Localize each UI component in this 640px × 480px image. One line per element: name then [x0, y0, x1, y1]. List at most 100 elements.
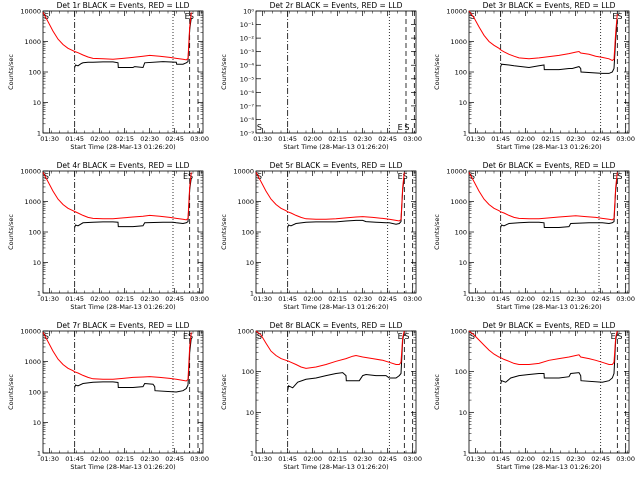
x-tick-label: 02:45 [591, 455, 610, 463]
x-tick-label: 02:45 [165, 455, 184, 463]
detector-panel: Det 1r BLACK = Events, RED = LLD 1 10 100 10… [7, 1, 209, 151]
x-tick-label: 01:30 [253, 455, 272, 463]
y-tick-label: 1000 [450, 198, 467, 206]
y-axis-label: Counts/sec [433, 374, 441, 410]
x-tick-label: 02:30 [353, 455, 372, 463]
x-tick-label: 02:45 [378, 295, 397, 303]
x-tick-label: 02:30 [566, 455, 585, 463]
x-tick-label: 02:30 [566, 135, 585, 143]
eclipse-marker: E [398, 332, 403, 341]
x-tick-label: 01:45 [278, 455, 297, 463]
detector-panel: Det 6r BLACK = Events, RED = LLD 1 10 100 10… [433, 161, 635, 311]
y-tick-label: 1000 [450, 38, 467, 46]
y-tick-label: 10 [459, 99, 467, 107]
eclipse-marker: S [470, 172, 475, 181]
y-tick-label: 10000 [446, 168, 467, 176]
y-tick-label: 10000 [20, 168, 41, 176]
panel-title: Det 8r BLACK = Events, RED = LLD [270, 321, 403, 330]
eclipse-marker: E [185, 12, 190, 21]
y-tick-label: 10⁰ [243, 8, 254, 16]
x-tick-label: 02:15 [541, 295, 560, 303]
x-tick-label: 02:15 [541, 135, 560, 143]
series-line-events [287, 330, 405, 391]
x-axis-label: Start Time (28-Mar-13 01:26:20) [496, 143, 601, 151]
x-tick-label: 01:30 [466, 295, 485, 303]
x-tick-label: 03:00 [616, 455, 635, 463]
x-tick-label: 01:30 [253, 135, 272, 143]
panel-title: Det 2r BLACK = Events, RED = LLD [270, 1, 403, 10]
eclipse-marker: S [403, 172, 408, 181]
x-tick-label: 03:00 [190, 455, 209, 463]
series-line-lld [468, 330, 618, 365]
x-tick-label: 03:00 [403, 135, 422, 143]
series-line-lld [42, 12, 192, 61]
x-tick-label: 02:00 [516, 135, 535, 143]
x-tick-label: 01:45 [491, 295, 510, 303]
eclipse-marker: E [398, 123, 403, 132]
x-tick-label: 01:45 [65, 135, 84, 143]
y-tick-label: 100 [29, 69, 41, 77]
y-axis-label: Counts/sec [433, 54, 441, 90]
series-line-lld [42, 172, 192, 221]
y-axis-label: Counts/sec [433, 214, 441, 250]
eclipse-marker: E [612, 172, 617, 181]
eclipse-marker: E [183, 172, 188, 181]
x-tick-label: 01:45 [278, 295, 297, 303]
series-line-lld [468, 10, 618, 61]
y-tick-label: 10⁻⁸ [240, 116, 255, 124]
panel-title: Det 5r BLACK = Events, RED = LLD [270, 161, 403, 170]
eclipse-marker: S [617, 332, 622, 341]
x-tick-label: 02:45 [378, 455, 397, 463]
x-tick-label: 01:30 [466, 135, 485, 143]
y-axis-label: Counts/sec [7, 54, 15, 90]
y-axis-label: Counts/sec [220, 54, 228, 90]
x-tick-label: 02:15 [115, 135, 134, 143]
eclipse-marker: S [44, 332, 49, 341]
y-tick-label: 1000 [237, 198, 254, 206]
x-tick-label: 02:00 [90, 135, 109, 143]
y-tick-label: 10⁻¹ [240, 21, 255, 29]
x-tick-label: 03:00 [616, 295, 635, 303]
x-tick-label: 02:00 [90, 455, 109, 463]
x-tick-label: 03:00 [190, 295, 209, 303]
detector-panel: Det 9r BLACK = Events, RED = LLD 1 10 100 10… [433, 321, 635, 471]
plot-frame [468, 170, 630, 294]
y-tick-label: 10 [459, 409, 467, 417]
series-line-lld [468, 172, 618, 221]
eclipse-marker: S [257, 123, 262, 132]
y-tick-label: 10000 [20, 328, 41, 336]
eclipse-marker: S [404, 123, 409, 132]
x-tick-label: 02:45 [591, 135, 610, 143]
y-tick-label: 100 [455, 69, 467, 77]
y-tick-label: 10 [33, 419, 41, 427]
y-axis-label: Counts/sec [7, 214, 15, 250]
x-tick-label: 02:45 [378, 135, 397, 143]
plot-frame [42, 330, 204, 454]
eclipse-marker: E [398, 172, 403, 181]
series-line-events [74, 17, 192, 69]
x-tick-label: 01:45 [65, 295, 84, 303]
y-tick-label: 10 [246, 259, 254, 267]
x-tick-label: 02:30 [140, 135, 159, 143]
x-tick-label: 01:30 [40, 455, 59, 463]
x-tick-label: 01:30 [466, 455, 485, 463]
y-axis-label: Counts/sec [7, 374, 15, 410]
y-tick-label: 1 [250, 290, 254, 298]
series-line-lld [255, 172, 405, 222]
y-tick-label: 1 [463, 450, 467, 458]
detector-panel: Det 3r BLACK = Events, RED = LLD 1 10 100 10… [433, 1, 635, 151]
series-line-events [74, 177, 192, 228]
x-tick-label: 01:45 [491, 455, 510, 463]
series-line-events [500, 330, 618, 385]
y-tick-label: 10⁻⁵ [240, 75, 255, 83]
detector-panel: Det 5r BLACK = Events, RED = LLD 1 10 100 10… [220, 161, 422, 311]
x-tick-label: 02:00 [303, 455, 322, 463]
x-tick-label: 03:00 [190, 135, 209, 143]
y-tick-label: 10⁻⁷ [240, 102, 255, 110]
x-tick-label: 02:15 [328, 135, 347, 143]
y-tick-label: 10 [33, 99, 41, 107]
eclipse-marker: S [470, 12, 475, 21]
y-tick-label: 1000 [24, 198, 41, 206]
panel-title: Det 1r BLACK = Events, RED = LLD [57, 1, 190, 10]
y-tick-label: 1 [463, 290, 467, 298]
